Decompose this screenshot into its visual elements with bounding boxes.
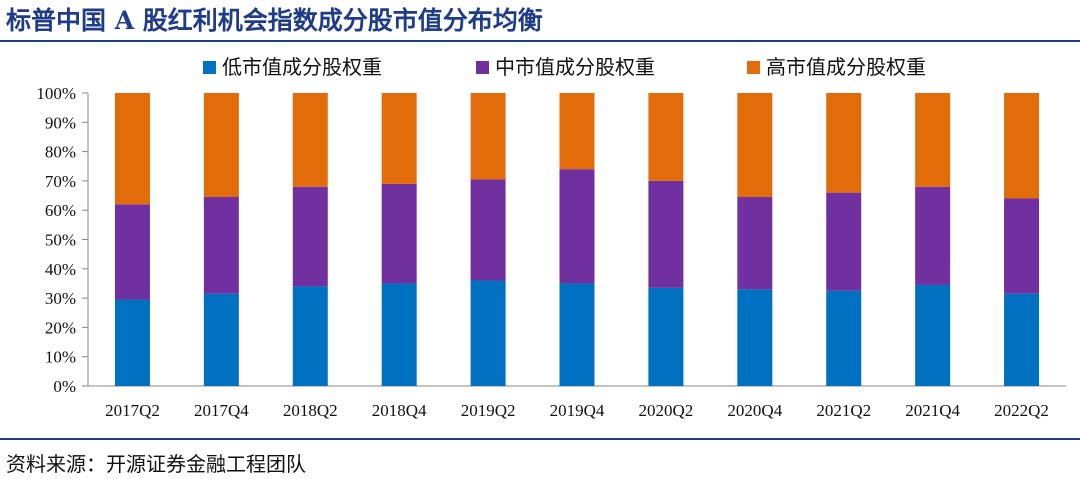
x-tick-label: 2017Q2 [105, 401, 160, 420]
legend-swatch [476, 61, 489, 74]
bar-segment [1004, 198, 1040, 294]
legend-swatch [747, 61, 760, 74]
bar-segment [559, 93, 595, 170]
bar-segment [737, 289, 773, 386]
bar-segment [737, 197, 773, 290]
source-note: 资料来源：开源证券金融工程团队 [6, 452, 306, 476]
legend-label: 中市值成分股权重 [495, 55, 655, 79]
legend-label: 高市值成分股权重 [766, 55, 926, 79]
bar-segment [648, 93, 684, 181]
bar-segment [648, 287, 684, 386]
y-tick-label: 0% [53, 377, 76, 396]
x-tick-labels: 2017Q2 2017Q4 2018Q2 2018Q4 2019Q2 2019Q4 2020… [105, 401, 1049, 420]
bar-segment [826, 290, 862, 386]
title-divider [0, 40, 1080, 42]
legend-swatch [203, 61, 216, 74]
bar-segment [648, 180, 684, 288]
bar-segment [114, 299, 150, 386]
x-tick-label: 2019Q4 [550, 401, 605, 420]
bar-segment [915, 284, 951, 386]
x-tick-label: 2021Q4 [905, 401, 960, 420]
y-tick-label: 20% [45, 318, 76, 337]
bar-segment [915, 186, 951, 285]
x-tick-label: 2018Q2 [283, 401, 338, 420]
bar-segment [559, 169, 595, 284]
x-tick-label: 2020Q2 [639, 401, 694, 420]
bar-segment [292, 186, 328, 287]
bar-segment [381, 183, 417, 284]
bar-segment [203, 93, 239, 198]
y-tick-label: 40% [45, 260, 76, 279]
bar-segment [381, 283, 417, 386]
y-tick-label: 70% [45, 172, 76, 191]
bar-segment [381, 93, 417, 184]
x-tick-label: 2022Q2 [994, 401, 1049, 420]
bar-segment [559, 283, 595, 386]
chart-title: 标普中国 A 股红利机会指数成分股市值分布均衡 [6, 6, 543, 35]
y-tick-label: 100% [36, 84, 76, 103]
bar-segment [292, 286, 328, 386]
bar-segment [826, 93, 862, 193]
y-tick-label: 30% [45, 289, 76, 308]
x-tick-label: 2017Q4 [194, 401, 249, 420]
y-tick-label: 10% [45, 348, 76, 367]
x-tick-label: 2021Q2 [816, 401, 871, 420]
bar-segment [292, 93, 328, 187]
bar-segment [203, 293, 239, 386]
y-tick-label: 50% [45, 231, 76, 250]
bars [114, 93, 1040, 386]
bar-segment [470, 93, 506, 180]
bar-segment [114, 204, 150, 300]
bar-segment [1004, 93, 1040, 199]
bar-segment [470, 179, 506, 281]
x-tick-label: 2019Q2 [461, 401, 516, 420]
source-divider [0, 438, 1080, 440]
bar-segment [826, 192, 862, 291]
bar-segment [915, 93, 951, 187]
bar-segment [737, 93, 773, 198]
bar-segment [470, 280, 506, 386]
bar-segment [1004, 293, 1040, 386]
x-tick-label: 2020Q4 [727, 401, 782, 420]
y-tick-label: 60% [45, 201, 76, 220]
axes: 0% 10% 20% 30% 40% 50% 60% 70% 80% 90% 100% [36, 84, 1066, 396]
legend: 低市值成分股权重 中市值成分股权重 高市值成分股权重 [203, 55, 926, 79]
bar-segment [114, 93, 150, 205]
x-tick-label: 2018Q4 [372, 401, 427, 420]
legend-label: 低市值成分股权重 [222, 55, 382, 79]
y-tick-label: 80% [45, 143, 76, 162]
bar-segment [203, 197, 239, 294]
y-tick-label: 90% [45, 113, 76, 132]
